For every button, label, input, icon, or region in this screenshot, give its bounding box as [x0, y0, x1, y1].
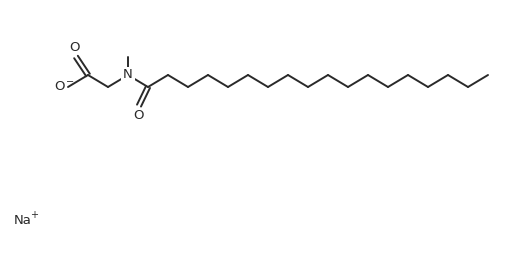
- Text: O: O: [133, 109, 143, 122]
- Text: O: O: [69, 41, 79, 54]
- Text: N: N: [123, 69, 133, 82]
- Text: +: +: [30, 210, 38, 220]
- Text: O: O: [54, 80, 65, 93]
- Text: −: −: [66, 77, 74, 87]
- Text: Na: Na: [14, 214, 32, 227]
